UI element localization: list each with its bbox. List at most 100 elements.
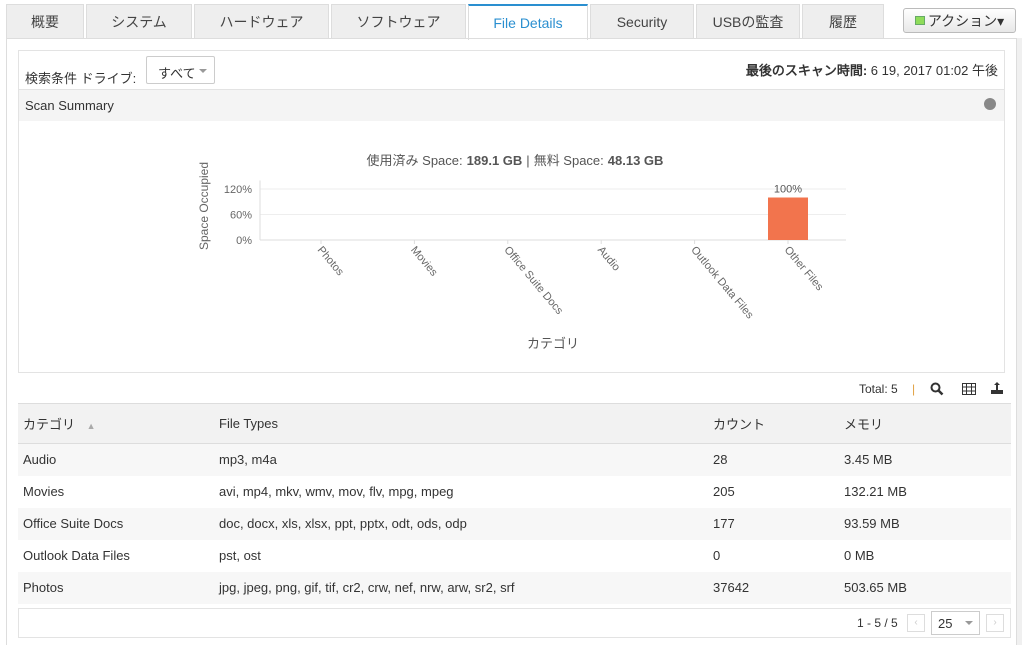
x-tick-label: Photos bbox=[315, 244, 347, 278]
chart-title-part: 無料 Space: bbox=[534, 153, 604, 168]
table-row[interactable]: Audio mp3, m4a 28 3.45 MB bbox=[18, 443, 1011, 476]
scan-summary-header: Scan Summary bbox=[19, 89, 1004, 121]
table-cell: 503.65 MB bbox=[839, 571, 1011, 604]
scan-summary-section: 検索条件 ドライブ: すべて 最後のスキャン時間: 6 19, 2017 01:… bbox=[18, 50, 1005, 373]
tab-0[interactable]: 概要 bbox=[6, 4, 84, 39]
columns-grid-icon[interactable] bbox=[962, 383, 976, 395]
tab-label: ソフトウェア bbox=[356, 14, 441, 30]
search-icon[interactable] bbox=[930, 382, 944, 396]
table-cell: 28 bbox=[708, 443, 839, 476]
last-scan-label: 最後のスキャン時間: bbox=[745, 63, 868, 78]
table-cell: Outlook Data Files bbox=[23, 548, 130, 563]
tab-label: USBの監査 bbox=[712, 14, 784, 30]
divider: | bbox=[912, 382, 916, 396]
column-header[interactable]: File Types bbox=[214, 403, 708, 444]
table-cell: 177 bbox=[708, 507, 839, 540]
chart-title-part: 使用済み Space: bbox=[367, 153, 463, 168]
table-row[interactable]: Photos jpg, jpeg, png, gif, tif, cr2, crw… bbox=[18, 571, 1011, 604]
table-cell: Audio bbox=[18, 443, 214, 476]
tab-label: ハードウェア bbox=[219, 14, 304, 30]
chevron-down-icon bbox=[965, 621, 973, 629]
table-cell: avi, mp4, mkv, wmv, mov, flv, mpg, mpeg bbox=[219, 484, 454, 499]
tab-label: 履歴 bbox=[829, 14, 857, 30]
y-tick-label: 60% bbox=[230, 210, 252, 222]
tab-1[interactable]: システム bbox=[86, 4, 192, 39]
space-chart: 0% 60% 120% Photos Movies Office Suite Docs Au… bbox=[197, 153, 846, 351]
x-tick-label: Other Files bbox=[782, 244, 826, 293]
per-page-select[interactable]: 25 bbox=[931, 611, 980, 635]
column-header-label: メモリ bbox=[844, 417, 884, 432]
next-page-button[interactable]: › bbox=[986, 614, 1004, 632]
table-cell: 3.45 MB bbox=[839, 443, 1011, 476]
x-tick-label: Office Suite Docs bbox=[502, 244, 566, 317]
file-details-panel: 検索条件 ドライブ: すべて 最後のスキャン時間: 6 19, 2017 01:… bbox=[6, 38, 1017, 645]
tab-3[interactable]: ソフトウェア bbox=[331, 4, 466, 39]
chart-title: 使用済み Space: 189.1 GB | 無料 Space: 48.13 GB bbox=[367, 153, 664, 168]
per-page-value: 25 bbox=[938, 616, 953, 631]
tab-7[interactable]: 履歴 bbox=[802, 4, 884, 39]
tab-4[interactable]: File Details bbox=[468, 4, 588, 40]
table-cell: jpg, jpeg, png, gif, tif, cr2, crw, nef,… bbox=[214, 571, 708, 604]
tab-2[interactable]: ハードウェア bbox=[194, 4, 329, 39]
column-header-label: File Types bbox=[219, 416, 279, 431]
total-count: Total: 5 bbox=[859, 382, 898, 396]
pie-chart-icon[interactable] bbox=[984, 98, 996, 110]
scan-summary-title: Scan Summary bbox=[25, 98, 114, 113]
data-label: 100% bbox=[774, 184, 802, 196]
column-header-label: カテゴリ bbox=[23, 417, 76, 432]
table-row[interactable]: Outlook Data Files pst, ost 0 0 MB bbox=[18, 540, 1011, 572]
action-label: アクション▾ bbox=[927, 12, 1005, 29]
tab-label: システム bbox=[111, 14, 167, 30]
sort-asc-icon: ▲ bbox=[86, 421, 96, 431]
scrollbar[interactable] bbox=[1017, 38, 1022, 645]
chart-title-part: 48.13 GB bbox=[608, 153, 664, 168]
drive-select-value: すべて bbox=[158, 66, 196, 81]
column-header[interactable]: カウント bbox=[708, 403, 839, 444]
page-range: 1 - 5 / 5 bbox=[857, 616, 898, 630]
table-cell: mp3, m4a bbox=[214, 443, 708, 476]
tab-bar: 概要 システム ハードウェア ソフトウェア File Details Security US… bbox=[6, 4, 886, 40]
table-cell: pst, ost bbox=[219, 548, 261, 563]
table-row[interactable]: Movies avi, mp4, mkv, wmv, mov, flv, mpg,… bbox=[18, 476, 1011, 508]
chart-title-part: | bbox=[526, 153, 529, 168]
table-cell: 93.59 MB bbox=[839, 507, 1011, 540]
column-header[interactable]: カテゴリ ▲ bbox=[18, 403, 214, 444]
tab-label: File Details bbox=[493, 15, 563, 31]
prev-page-button[interactable]: ‹ bbox=[907, 614, 925, 632]
column-header[interactable]: メモリ bbox=[839, 403, 1011, 444]
tab-label: 概要 bbox=[31, 14, 59, 30]
tab-6[interactable]: USBの監査 bbox=[696, 4, 800, 39]
chevron-down-icon bbox=[199, 69, 207, 77]
table-cell: 37642 bbox=[708, 571, 839, 604]
bar[interactable] bbox=[768, 197, 808, 241]
table-cell: Photos bbox=[18, 571, 214, 604]
y-tick-label: 0% bbox=[236, 235, 252, 247]
y-axis-title: Space Occupied bbox=[197, 162, 211, 250]
last-scan-value: 6 19, 2017 01:02 午後 bbox=[870, 63, 998, 78]
table-row[interactable]: Office Suite Docs doc, docx, xls, xlsx, p… bbox=[18, 507, 1011, 540]
table-cell: 205 bbox=[713, 484, 735, 499]
tab-label: Security bbox=[616, 14, 668, 30]
filter-label: 検索条件 ドライブ: bbox=[25, 71, 137, 86]
pagination: 1 - 5 / 5 ‹ 25 › bbox=[18, 608, 1011, 638]
table-cell: Office Suite Docs bbox=[18, 507, 214, 540]
y-tick-label: 120% bbox=[224, 184, 252, 196]
table-cell: doc, docx, xls, xlsx, ppt, pptx, odt, od… bbox=[214, 507, 708, 540]
file-category-table: カテゴリ ▲ File Types カウント メモリ Audio mp3, m4a 28 3.… bbox=[18, 403, 1011, 604]
table-cell: 132.21 MB bbox=[844, 484, 907, 499]
x-tick-label: Audio bbox=[595, 244, 622, 273]
monitor-icon bbox=[914, 16, 925, 25]
last-scan-time: 最後のスキャン時間: 6 19, 2017 01:02 午後 bbox=[746, 60, 998, 79]
export-icon[interactable] bbox=[990, 381, 1004, 395]
table-cell: 0 MB bbox=[844, 548, 875, 563]
action-button[interactable]: アクション▾ bbox=[903, 8, 1016, 33]
table-header-row: カテゴリ ▲ File Types カウント メモリ bbox=[18, 403, 1011, 444]
drive-select[interactable]: すべて bbox=[146, 56, 215, 84]
x-axis-title: カテゴリ bbox=[527, 336, 579, 351]
table-cell: 0 bbox=[713, 548, 721, 563]
column-header-label: カウント bbox=[713, 417, 766, 432]
x-tick-label: Outlook Data Files bbox=[688, 244, 756, 321]
table-cell: Movies bbox=[23, 484, 65, 499]
chart-title-part: 189.1 GB bbox=[467, 153, 523, 168]
tab-5[interactable]: Security bbox=[590, 4, 694, 39]
